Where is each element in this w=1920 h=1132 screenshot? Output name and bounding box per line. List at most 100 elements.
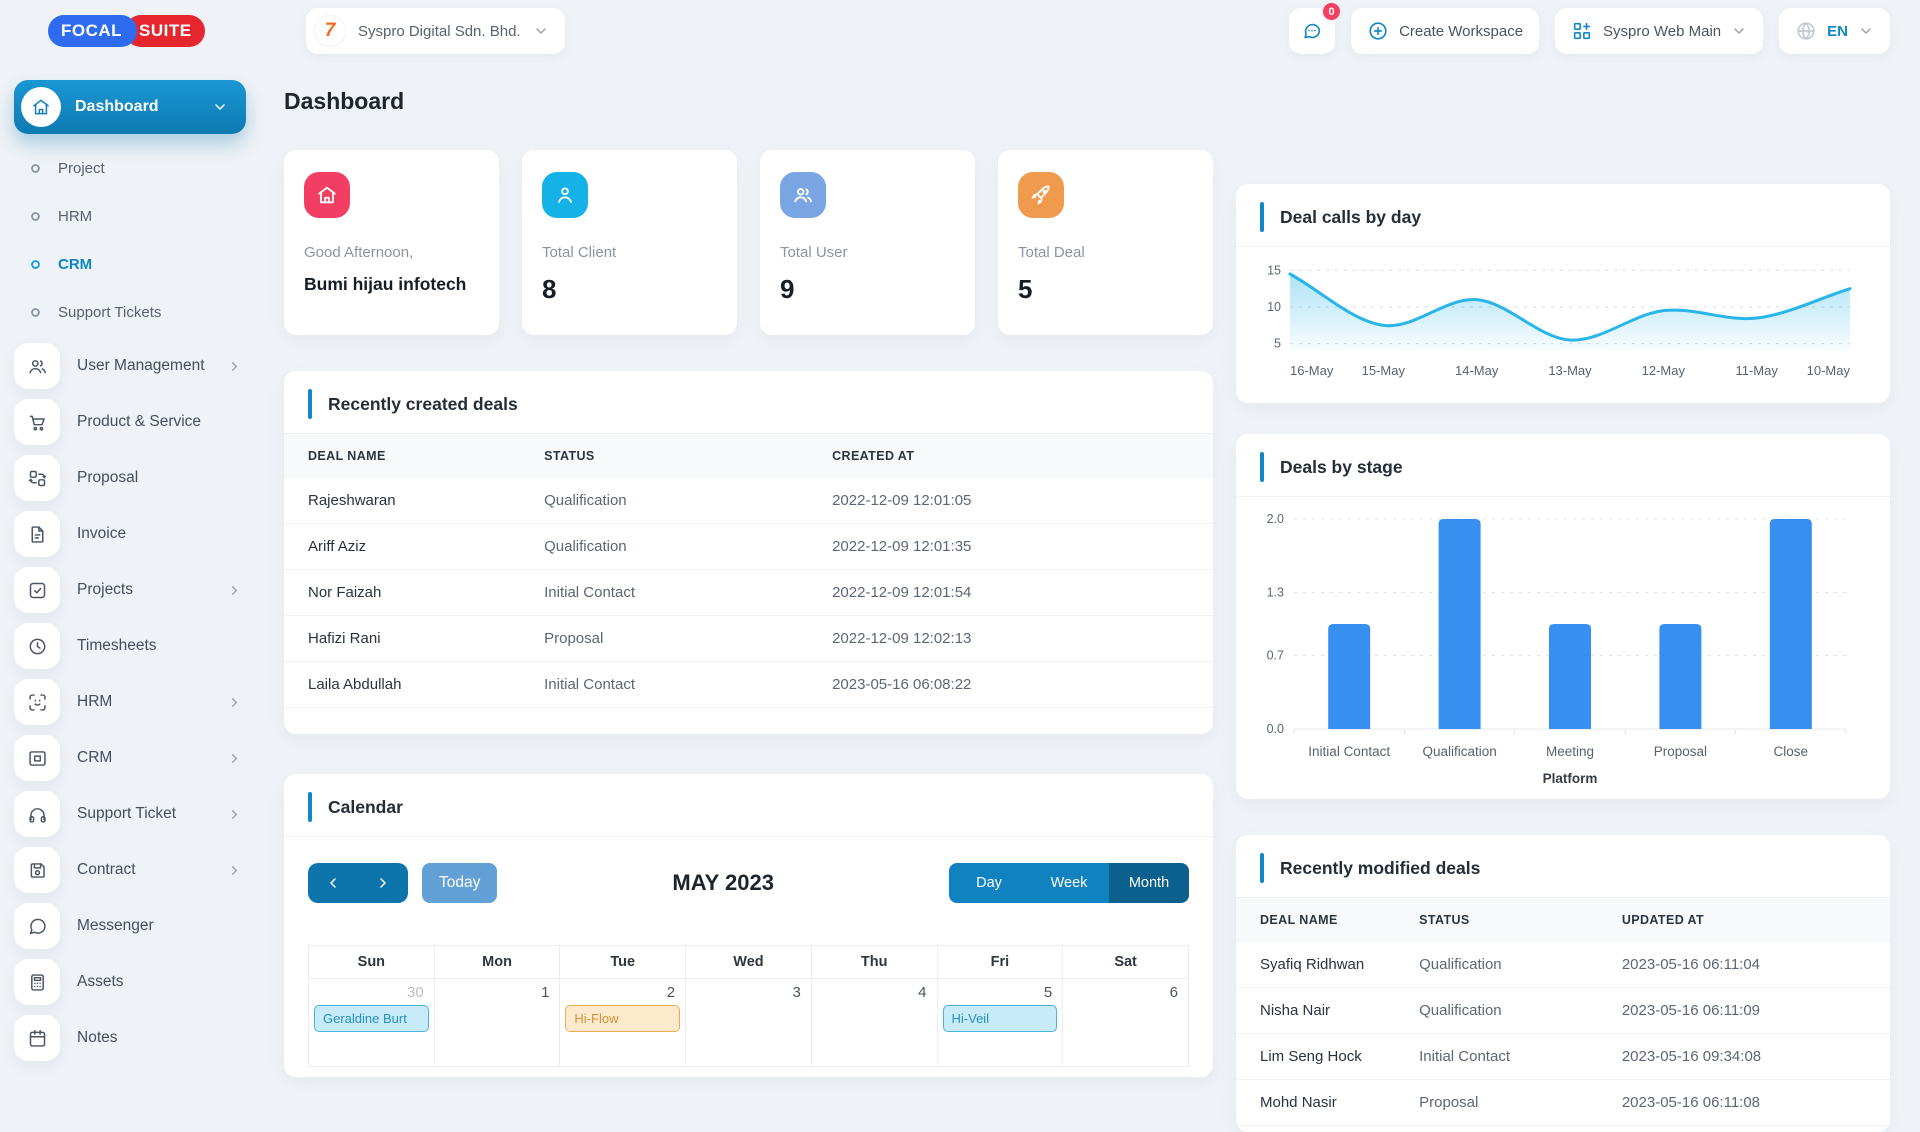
- stat-card-value: 9: [780, 274, 795, 304]
- sidebar-item-user-management[interactable]: User Management: [14, 338, 242, 394]
- language-label: EN: [1827, 22, 1848, 40]
- table-cell: Proposal: [1419, 1079, 1622, 1126]
- recently-created-deals-table: DEAL NAME STATUS CREATED AT Rajeshwaran Qual…: [284, 434, 1213, 708]
- sidebar-item-notes[interactable]: Notes: [14, 1010, 242, 1066]
- calendar-day-cell[interactable]: 30 Geraldine Burt: [308, 978, 435, 1067]
- chart-label: 15: [1267, 263, 1281, 277]
- sidebar-subitem-hrm[interactable]: HRM: [30, 192, 246, 240]
- right-column: Deal calls by day 5 10 15 16-May 15-May 14-Ma…: [1236, 62, 1890, 1132]
- chevron-down-icon: [1731, 23, 1747, 39]
- calendar-view-week-button[interactable]: Week: [1029, 863, 1109, 903]
- calendar-day-cell[interactable]: 3: [685, 978, 812, 1067]
- area-fill: [1290, 274, 1850, 351]
- bar-initial-contact: [1328, 624, 1371, 729]
- calendar-month-title: MAY 2023: [672, 870, 774, 895]
- calendar-event[interactable]: Hi-Flow: [565, 1005, 681, 1032]
- recently-modified-deals-table: DEAL NAME STATUS UPDATED AT Syafiq Ridhwan Q…: [1236, 898, 1890, 1126]
- sidebar-item-projects[interactable]: Projects: [14, 562, 242, 618]
- grid-plus-icon: [1571, 20, 1593, 42]
- table-row[interactable]: Mohd Nasir Proposal 2023-05-16 06:11:08: [1236, 1079, 1890, 1126]
- area-line: [1288, 272, 1852, 342]
- sidebar-item-crm[interactable]: CRM: [14, 730, 242, 786]
- calendar-card: Calendar Today MAY 2023 Day Week Month Sun…: [284, 774, 1213, 1077]
- table-cell: 2022-12-09 12:01:54: [832, 569, 1213, 616]
- sidebar: Dashboard Project HRM CRM Support Tickets U…: [0, 62, 260, 1080]
- users-icon: [14, 343, 60, 389]
- column-header-deal-name: DEAL NAME: [284, 434, 545, 478]
- main-content: Dashboard Good Afternoon, Bumi hijau info…: [284, 62, 1213, 1077]
- chart-label: Close: [1774, 744, 1809, 759]
- sidebar-item-hrm[interactable]: HRM: [14, 674, 242, 730]
- language-selector[interactable]: EN: [1779, 8, 1890, 54]
- table-cell: Proposal: [544, 615, 833, 662]
- table-row[interactable]: Lim Seng Hock Initial Contact 2023-05-16 0…: [1236, 1033, 1890, 1080]
- today-button[interactable]: Today: [422, 863, 498, 903]
- page-title: Dashboard: [284, 88, 405, 114]
- chevron-right-icon: [227, 863, 242, 878]
- sidebar-item-timesheets[interactable]: Timesheets: [14, 618, 242, 674]
- web-main-selector[interactable]: Syspro Web Main: [1555, 8, 1764, 54]
- accent-bar: [308, 792, 312, 822]
- calendar-day-cell[interactable]: 5 Hi-Veil: [936, 978, 1064, 1067]
- sidebar-item-support-ticket[interactable]: Support Ticket: [14, 786, 242, 842]
- calendar-day-cell[interactable]: 4: [810, 978, 938, 1067]
- table-row[interactable]: Syafiq Ridhwan Qualification 2023-05-16 06…: [1236, 942, 1890, 988]
- table-row[interactable]: Nisha Nair Qualification 2023-05-16 06:11:…: [1236, 987, 1890, 1034]
- stat-card-value: 5: [1018, 274, 1033, 304]
- sidebar-item-messenger[interactable]: Messenger: [14, 898, 242, 954]
- column-header-updated-at: UPDATED AT: [1621, 898, 1890, 942]
- table-cell: Initial Contact: [544, 569, 833, 616]
- prev-month-button[interactable]: [308, 863, 358, 903]
- table-header-row: DEAL NAME STATUS UPDATED AT: [1236, 898, 1890, 942]
- table-row[interactable]: Laila Abdullah Initial Contact 2023-05-16 …: [284, 661, 1213, 708]
- table-row[interactable]: Nor Faizah Initial Contact 2022-12-09 12:0…: [284, 569, 1213, 616]
- sidebar-subitem-crm[interactable]: CRM: [30, 240, 246, 288]
- sidebar-subitem-label: Support Tickets: [58, 303, 162, 321]
- table-cell: Mohd Nasir: [1236, 1079, 1420, 1126]
- chart-label: Initial Contact: [1308, 744, 1390, 759]
- weekday-mon: Mon: [433, 945, 561, 979]
- accent-bar: [308, 389, 312, 419]
- table-row[interactable]: Ariff Aziz Qualification 2022-12-09 12:01:…: [284, 523, 1213, 570]
- sidebar-item-label: Notes: [77, 1029, 118, 1046]
- chevron-down-icon: [1858, 23, 1874, 39]
- sidebar-subitem-support-tickets[interactable]: Support Tickets: [30, 288, 246, 336]
- calendar-event[interactable]: Geraldine Burt: [314, 1005, 429, 1032]
- sidebar-item-invoice[interactable]: Invoice: [14, 506, 242, 562]
- day-number: 6: [1169, 984, 1178, 1001]
- calendar-day-cell[interactable]: 2 Hi-Flow: [559, 978, 687, 1067]
- column-header-created-at: CREATED AT: [832, 434, 1213, 478]
- sidebar-item-product-service[interactable]: Product & Service: [14, 394, 242, 450]
- sidebar-item-dashboard[interactable]: Dashboard: [14, 80, 246, 134]
- sidebar-item-assets[interactable]: Assets: [14, 954, 242, 1010]
- sidebar-item-proposal[interactable]: Proposal: [14, 450, 242, 506]
- table-row[interactable]: Rajeshwaran Qualification 2022-12-09 12:01…: [284, 478, 1213, 524]
- bar-qualification: [1438, 519, 1481, 729]
- stat-card-label: Total User: [780, 244, 848, 261]
- stat-card-label: Total Client: [542, 244, 617, 261]
- calendar-view-month-button[interactable]: Month: [1109, 863, 1189, 903]
- stat-card-total-client: Total Client 8: [522, 150, 737, 335]
- chat-button[interactable]: 0: [1289, 1, 1343, 54]
- calculator-icon: [14, 959, 60, 1005]
- sidebar-subitem-project[interactable]: Project: [30, 144, 246, 192]
- create-workspace-button[interactable]: Create Workspace: [1351, 8, 1540, 54]
- sidebar-item-label: Assets: [77, 973, 124, 990]
- table-header: DEAL NAME STATUS UPDATED AT: [1236, 898, 1890, 942]
- table-row[interactable]: Hafizi Rani Proposal 2022-12-09 12:02:13: [284, 615, 1213, 662]
- table-cell: 2022-12-09 12:02:13: [832, 615, 1213, 662]
- home-icon: [304, 172, 350, 218]
- calendar-event[interactable]: Hi-Veil: [942, 1005, 1058, 1032]
- calendar-view-switcher: Day Week Month: [949, 863, 1189, 903]
- sidebar-subitem-label: CRM: [58, 255, 93, 273]
- calendar-view-day-button[interactable]: Day: [949, 863, 1029, 903]
- calendar-day-cell[interactable]: 6: [1062, 978, 1189, 1067]
- chart-label: 13-May: [1548, 363, 1592, 378]
- workspace-selector[interactable]: 7 Syspro Digital Sdn. Bhd.: [306, 8, 565, 54]
- calendar-nav-group: [308, 863, 408, 903]
- next-month-button[interactable]: [358, 863, 408, 903]
- calendar-day-cell[interactable]: 1: [433, 978, 561, 1067]
- sidebar-item-contract[interactable]: Contract: [14, 842, 242, 898]
- workspace-avatar: 7: [314, 15, 346, 47]
- rocket-icon: [1018, 172, 1064, 218]
